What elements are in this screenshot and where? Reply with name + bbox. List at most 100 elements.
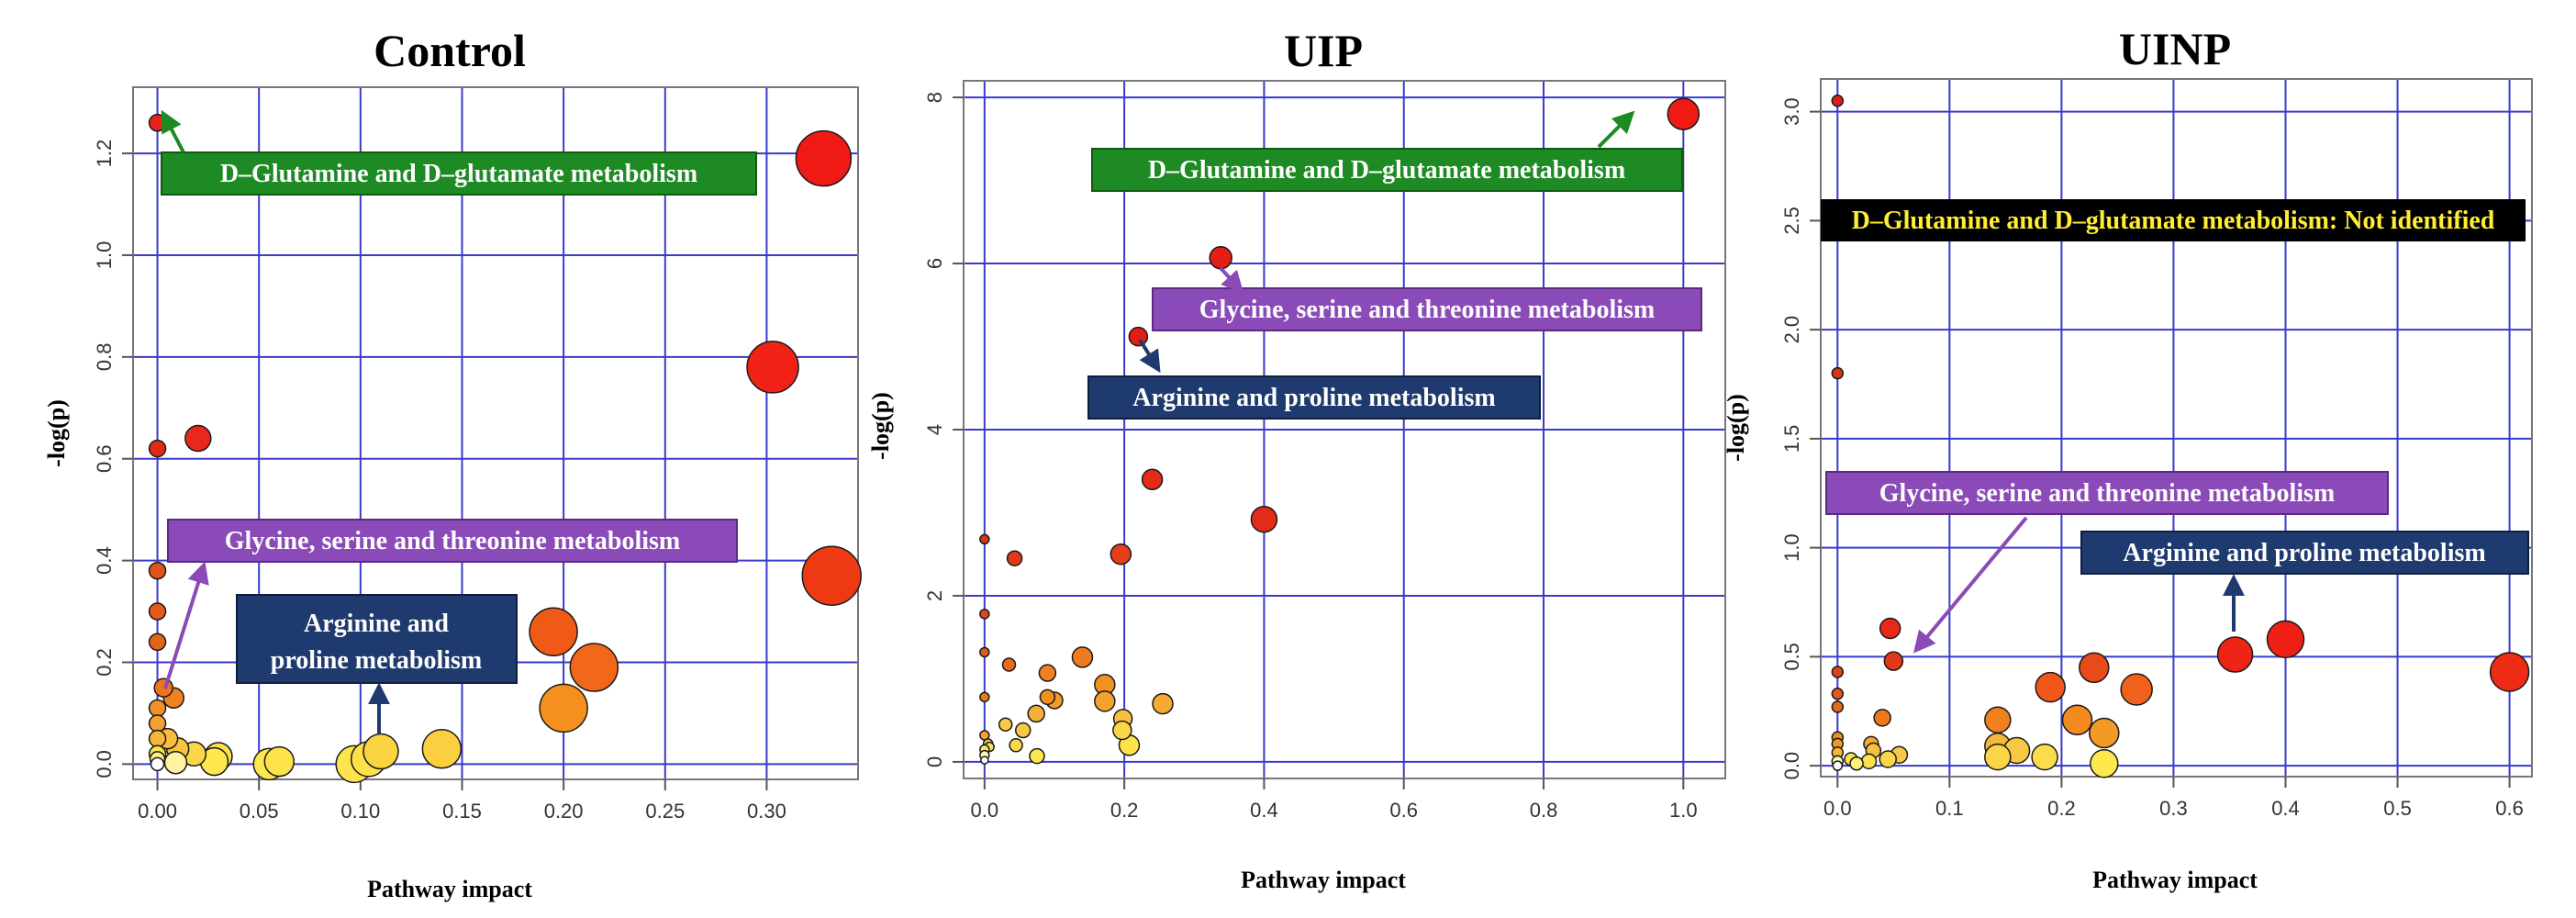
annotation-glycine: Glycine, serine and threonine metabolism [1152,266,1702,331]
data-point[interactable] [150,756,165,772]
data-point[interactable] [148,602,167,621]
data-point[interactable] [998,717,1013,732]
data-point[interactable] [421,728,463,769]
data-point[interactable] [1071,646,1094,668]
data-point[interactable] [1039,688,1056,706]
data-point[interactable] [569,643,619,692]
data-point[interactable] [979,533,990,545]
data-point[interactable] [1112,720,1132,741]
data-point[interactable] [148,729,167,748]
data-point[interactable] [980,756,989,765]
data-point[interactable] [1038,664,1057,682]
data-point[interactable] [979,646,990,658]
data-point[interactable] [148,633,167,652]
data-point[interactable] [1831,666,1845,678]
y-tick-label: 2.5 [1780,207,1803,235]
data-point[interactable] [746,341,799,394]
y-axis-ticks: 0 2 4 6 8 [923,92,964,767]
x-tick-label: 1.0 [1669,799,1698,822]
data-point[interactable] [2079,652,2110,683]
x-tick-label: 0.10 [340,800,380,823]
data-point[interactable] [163,750,188,775]
data-point[interactable] [148,561,167,580]
chart-title: UIP [1284,25,1363,76]
data-point[interactable] [1128,326,1149,347]
data-point[interactable] [979,609,990,620]
x-tick-label: 0.25 [645,800,685,823]
data-point[interactable] [2035,671,2066,703]
data-point[interactable] [1831,366,1845,380]
x-tick-label: 0.05 [240,800,279,823]
y-tick-label: 0.6 [93,444,116,473]
annotation-label: D–Glutamine and D–glutamate metabolism: … [1852,207,2495,235]
annotation-glycine: Glycine, serine and threonine metabolism [163,519,738,689]
data-point[interactable] [1209,245,1232,270]
data-point[interactable] [2090,749,2119,778]
plot-frame [132,86,859,780]
data-point[interactable] [2120,673,2153,706]
y-tick-label: 2 [923,590,946,601]
data-point[interactable] [1984,706,2012,733]
data-point[interactable] [1009,738,1023,753]
data-point[interactable] [2266,620,2305,659]
data-point[interactable] [1831,700,1845,713]
data-point[interactable] [1831,688,1845,700]
y-tick-label: 0.0 [1780,752,1803,780]
data-point[interactable] [2216,636,2254,673]
grid [964,81,1725,778]
annotation-arginine: Arginine and proline metabolism [2080,531,2529,632]
data-point[interactable] [362,733,399,770]
panel-control: Control 0.00 0.05 0.10 0.15 0.20 0.25 0.30 0.0… [43,25,862,902]
chart-title: Control [374,25,526,76]
annotation-d-glutamine: D–Glutamine and D–glutamate metabolism [161,109,757,196]
data-point[interactable] [184,424,212,453]
x-axis-ticks: 0.0 0.2 0.4 0.6 0.8 1.0 [971,778,1698,822]
data-point[interactable] [979,691,990,703]
data-point[interactable] [1006,550,1023,566]
x-tick-label: 0.0 [971,799,999,822]
y-tick-label: 6 [923,258,946,269]
data-point[interactable] [148,439,167,458]
data-point[interactable] [1879,617,1901,640]
data-point[interactable] [2089,717,2120,749]
data-point[interactable] [1029,747,1045,765]
data-point[interactable] [148,699,167,718]
data-point[interactable] [2489,652,2530,692]
data-point[interactable] [1860,753,1878,770]
y-axis-ticks: 0.0 0.5 1.0 1.5 2.0 2.5 3.0 [1780,97,1821,779]
x-tick-label: 0.5 [2383,797,2412,820]
data-point[interactable] [2061,704,2093,735]
data-point[interactable] [795,129,853,187]
data-point[interactable] [1001,657,1017,672]
data-point[interactable] [1831,95,1845,107]
data-point[interactable] [1984,743,2012,771]
data-point[interactable] [801,545,862,606]
data-point[interactable] [1027,704,1045,723]
data-point[interactable] [1883,651,1904,671]
data-point[interactable] [148,714,167,733]
x-tick-label: 0.20 [544,800,584,823]
annotation-label: Arginine and [304,610,449,638]
data-point[interactable] [1094,690,1116,712]
data-point[interactable] [1141,468,1164,491]
data-point[interactable] [1879,750,1897,768]
data-point[interactable] [1250,505,1278,533]
data-point[interactable] [1849,756,1864,771]
y-tick-label: 0.2 [93,648,116,677]
data-point[interactable] [263,745,296,778]
data-point[interactable] [539,683,588,733]
data-point[interactable] [2031,743,2058,771]
data-point[interactable] [1110,543,1132,565]
y-tick-label: 0.5 [1780,643,1803,671]
data-point[interactable] [1014,722,1032,739]
data-point[interactable] [529,607,578,656]
data-point[interactable] [1832,760,1844,771]
y-tick-label: 4 [923,424,946,435]
y-tick-label: 3.0 [1780,97,1803,126]
y-tick-label: 0.8 [93,343,116,372]
data-point[interactable] [1873,709,1891,727]
data-point[interactable] [1667,97,1701,130]
data-point[interactable] [1152,692,1174,715]
annotation-arginine: Arginine and proline metabolism [1087,338,1541,420]
x-tick-label: 0.4 [1250,799,1278,822]
